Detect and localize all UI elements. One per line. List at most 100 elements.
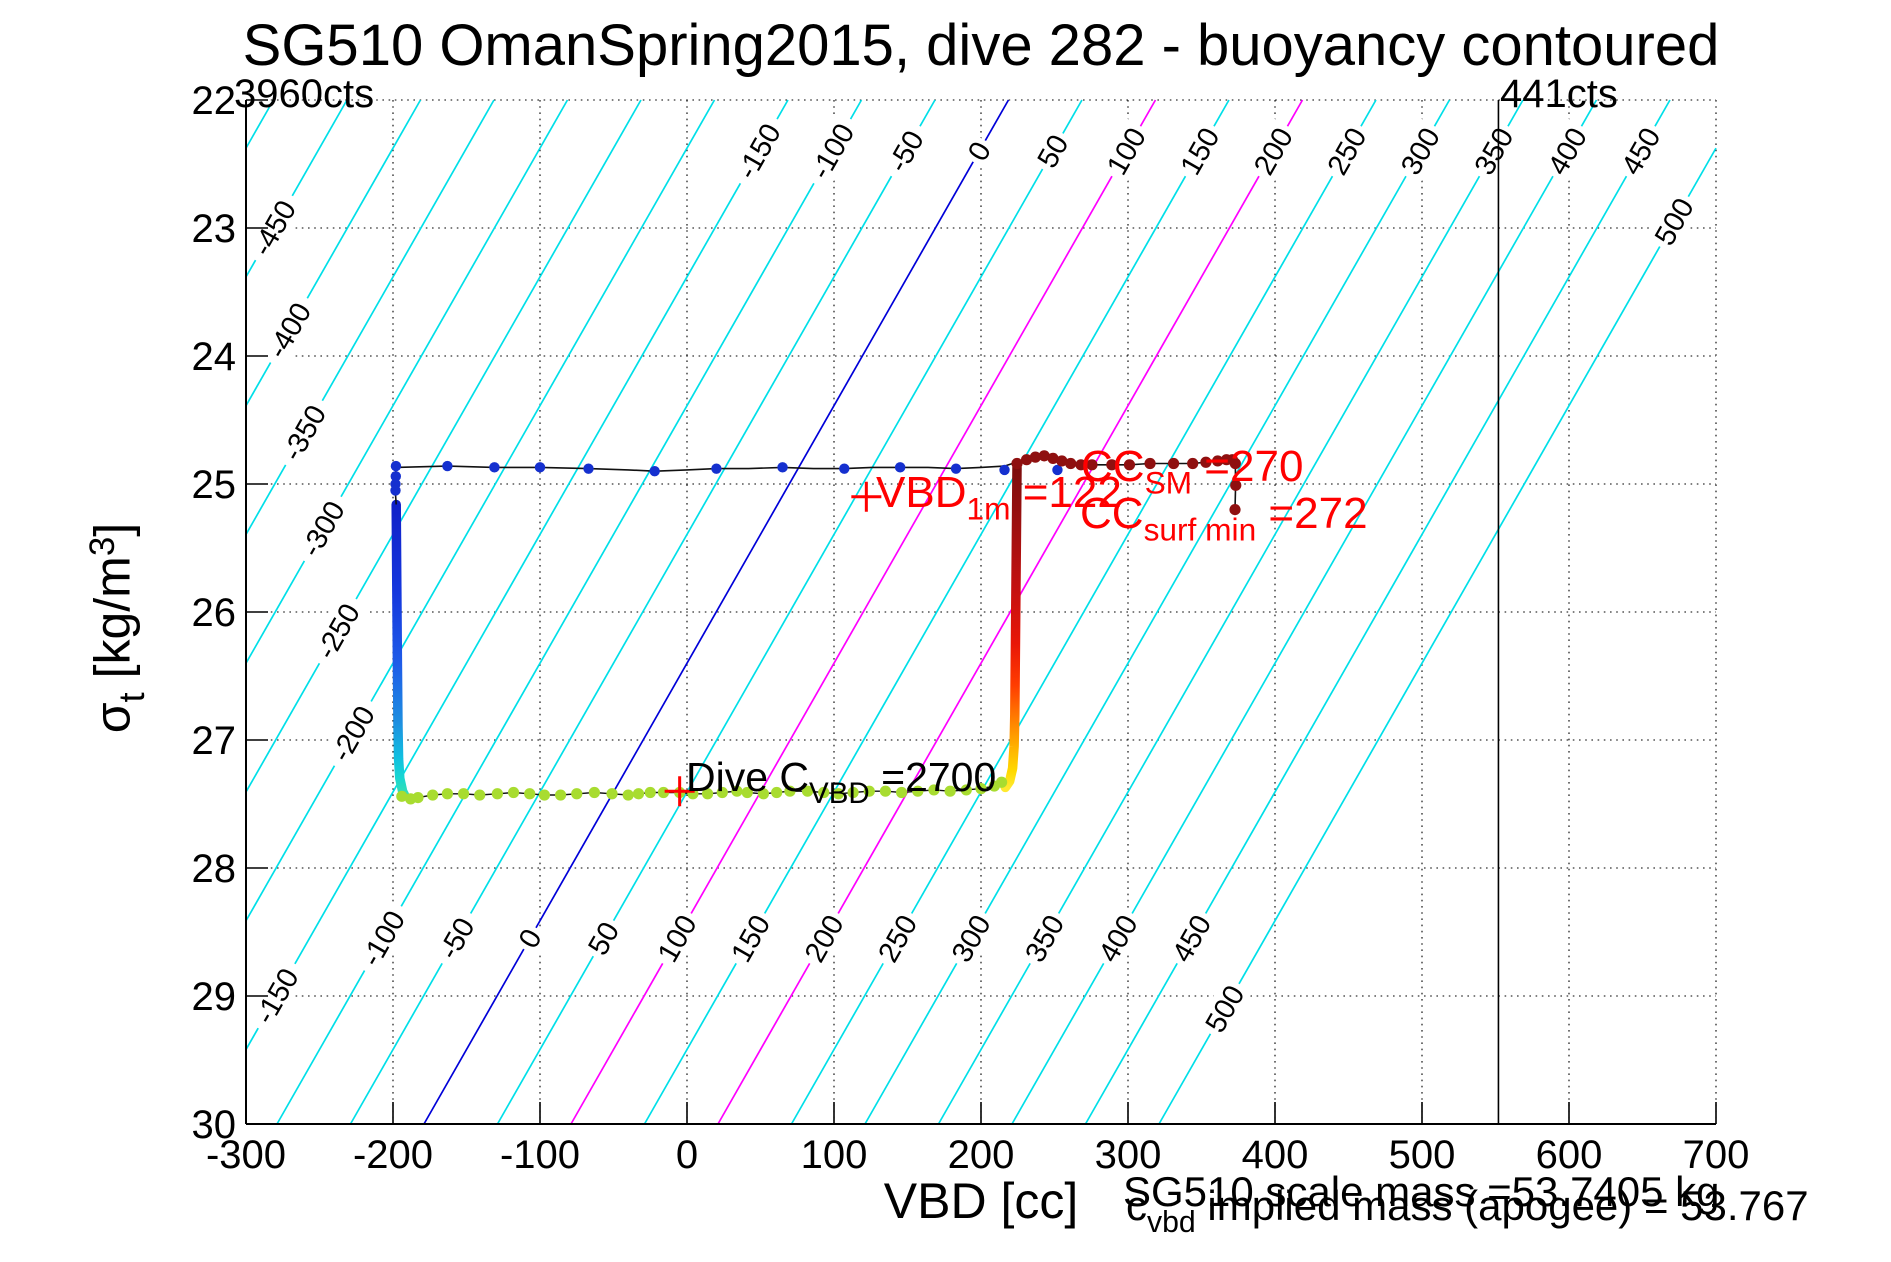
y-axis-label-sup: 3 xyxy=(82,536,122,557)
chart-title: SG510 OmanSpring2015, dive 282 - buoyanc… xyxy=(242,13,1720,78)
annotation-vbd-1m-main: VBD xyxy=(876,468,967,517)
apogee-point xyxy=(701,788,714,800)
contour-line--150 xyxy=(245,99,789,1050)
apogee-point xyxy=(524,788,536,800)
contour-label-mask xyxy=(1318,118,1375,185)
contour-label-mask xyxy=(241,187,307,269)
apogee-point xyxy=(771,786,783,799)
apogee-point xyxy=(832,788,845,800)
apogee-point xyxy=(491,788,503,800)
contour-line-450 xyxy=(1084,99,1671,1125)
contour-label-group: 450 xyxy=(1163,905,1220,972)
contour-lines xyxy=(245,99,1717,1125)
implied-mass-text: cvbd implied mass (apogee) = 53.767 xyxy=(1126,1182,1809,1240)
contour-line-300 xyxy=(864,99,1451,1125)
surface-point-blue xyxy=(711,463,722,474)
contour-label-group: 450 xyxy=(1612,118,1669,185)
dive-trace xyxy=(390,450,1242,805)
apogee-point xyxy=(507,786,520,799)
contour-label-group: 500 xyxy=(1196,975,1253,1042)
surface-point-darkred xyxy=(1123,459,1136,471)
apogee-point xyxy=(457,788,470,800)
contour-line-400 xyxy=(1011,99,1598,1125)
contour-label-group: -200 xyxy=(320,693,386,774)
implied-mass-cvbd: c xyxy=(1126,1182,1147,1229)
annotation-cc-surf-min-value: =272 xyxy=(1256,489,1368,538)
contour-label-group: -400 xyxy=(256,290,322,371)
contour-line-350 xyxy=(937,99,1524,1125)
x-tick-label: 700 xyxy=(1683,1133,1750,1177)
y-tick-label: 22 xyxy=(192,79,237,123)
annotation-vbd-1m: VBD1m =122 xyxy=(876,468,1122,528)
contour-label-group: 300 xyxy=(942,905,1000,972)
contour-label-mask xyxy=(271,392,337,473)
annotation-vbd-1m-sub: 1m xyxy=(966,490,1011,527)
surface-point-darkred xyxy=(1065,457,1077,470)
apogee-point xyxy=(944,785,956,797)
annotation-cc-surf-min-sub: surf min xyxy=(1143,511,1257,548)
climb-profile xyxy=(1000,462,1022,793)
contour-label-mask xyxy=(1645,188,1703,255)
surface-point-darkred xyxy=(1230,479,1242,491)
apogee-point xyxy=(801,785,814,797)
contour-label-group: -50 xyxy=(877,118,934,185)
apogee-point xyxy=(571,788,583,800)
surface-point-blue xyxy=(583,463,594,474)
y-tick-label: 30 xyxy=(192,1103,237,1147)
contour-label-mask xyxy=(799,111,865,192)
surface-point-darkred xyxy=(1038,450,1050,462)
surface-point-blue xyxy=(649,466,660,477)
surface-point-darkred xyxy=(1167,457,1180,470)
y-tick-label: 24 xyxy=(192,335,237,379)
contour-label-group: 300 xyxy=(1392,118,1449,185)
apogee-point xyxy=(975,783,987,795)
annotation-dive-cvbd: Dive CVBD =2700 xyxy=(686,754,996,811)
x-tick-label: 0 xyxy=(676,1133,698,1177)
contour-label-group: 250 xyxy=(869,905,926,972)
surface-point-darkred xyxy=(1200,456,1212,468)
contour-label-mask xyxy=(256,290,322,371)
apogee-point xyxy=(538,789,551,801)
apogee-point xyxy=(847,786,859,799)
y-tick-label: 27 xyxy=(192,719,237,763)
surface-point-blue xyxy=(999,464,1010,476)
contour-label-group: 350 xyxy=(1016,905,1073,972)
surface-point-darkred xyxy=(1075,459,1087,471)
apogee-point xyxy=(912,785,924,797)
contour-label-mask xyxy=(722,905,779,972)
contour-label-mask xyxy=(1612,118,1669,185)
surface-point-darkred xyxy=(1144,457,1156,470)
surface-point-darkred xyxy=(1020,454,1033,466)
apogee-point xyxy=(588,786,600,799)
contour-label-group: 100 xyxy=(1098,118,1155,185)
x-tick-label: -100 xyxy=(500,1133,580,1177)
contour-label: 50 xyxy=(1032,130,1076,174)
contour-label-group: 0 xyxy=(959,132,1000,170)
annotation-cc-sm-sub: SM xyxy=(1144,464,1193,501)
implied-mass-cvbd-sub: vbd xyxy=(1147,1206,1196,1240)
apogee-point xyxy=(606,788,618,800)
axes: -300 -200 -100 0 100 200 300 400 500 600 700222324… xyxy=(192,79,1750,1177)
surface-point-blue xyxy=(894,462,906,473)
y-tick-label: 29 xyxy=(192,975,237,1019)
counts-label-right: 441cts xyxy=(1500,72,1618,116)
surface-point-blue xyxy=(777,462,788,473)
x-tick-label: 200 xyxy=(948,1133,1015,1177)
contour-label-group: 100 xyxy=(648,905,706,972)
contour-line-50 xyxy=(496,99,1083,1125)
contour-label-mask xyxy=(290,488,355,569)
apogee-point xyxy=(757,788,770,800)
contour-label-mask xyxy=(1089,905,1147,972)
contour-label-group: 400 xyxy=(1089,905,1147,972)
contour-label-mask xyxy=(320,693,386,774)
contour-label-mask xyxy=(1163,905,1220,972)
apogee-point xyxy=(474,789,486,801)
surface-point-blue xyxy=(534,462,546,473)
annotation-vbd-1m-value: =122 xyxy=(1010,468,1122,517)
contour-line--200 xyxy=(245,99,716,922)
contour-label-mask xyxy=(795,905,853,972)
x-tick-label: -200 xyxy=(353,1133,433,1177)
surface-point-blue xyxy=(1052,464,1063,476)
surface-point-blue xyxy=(839,463,850,474)
contour-label-mask xyxy=(579,912,628,965)
